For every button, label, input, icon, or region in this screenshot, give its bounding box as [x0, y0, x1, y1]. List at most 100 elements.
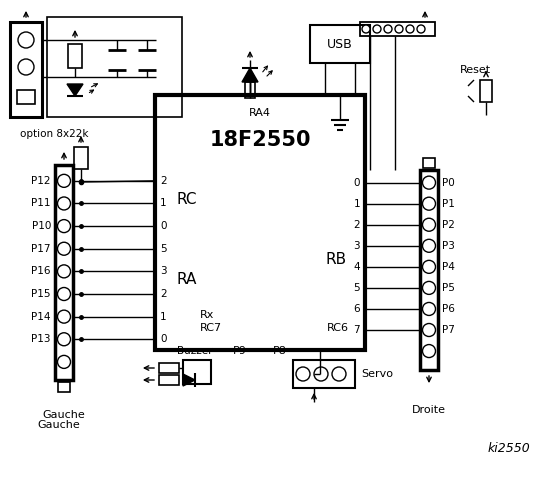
Polygon shape	[183, 374, 195, 386]
Text: P15: P15	[32, 289, 51, 299]
Text: RA4: RA4	[249, 108, 271, 118]
Text: 3: 3	[160, 266, 166, 276]
Text: Servo: Servo	[361, 369, 393, 379]
Text: 1: 1	[353, 199, 360, 209]
Text: 2: 2	[160, 289, 166, 299]
Circle shape	[422, 197, 436, 210]
Circle shape	[332, 367, 346, 381]
Bar	[47, 17, 182, 117]
Text: USB: USB	[327, 37, 353, 50]
Bar	[55, 165, 73, 380]
Text: RA: RA	[177, 273, 197, 288]
Bar	[423, 158, 435, 168]
Bar	[68, 44, 82, 68]
Circle shape	[422, 218, 436, 231]
Bar	[74, 147, 88, 169]
Text: P8: P8	[273, 346, 287, 356]
Polygon shape	[242, 68, 258, 82]
Bar	[245, 82, 255, 98]
Bar	[58, 382, 70, 392]
Bar	[310, 25, 370, 63]
Text: Gauche: Gauche	[38, 420, 80, 430]
Text: P10: P10	[32, 221, 51, 231]
Bar	[159, 375, 179, 385]
Circle shape	[58, 310, 70, 323]
Circle shape	[314, 367, 328, 381]
Bar	[155, 95, 365, 350]
Text: P4: P4	[442, 262, 455, 272]
Circle shape	[58, 197, 70, 210]
Circle shape	[417, 25, 425, 33]
Circle shape	[58, 288, 70, 300]
Circle shape	[18, 59, 34, 75]
Bar	[159, 363, 179, 373]
Text: 0: 0	[160, 334, 166, 344]
Circle shape	[422, 302, 436, 315]
Circle shape	[58, 355, 70, 368]
Text: RC7: RC7	[200, 323, 222, 333]
Text: RC6: RC6	[327, 323, 349, 333]
Text: 7: 7	[353, 325, 360, 335]
Circle shape	[406, 25, 414, 33]
Bar	[420, 170, 438, 370]
Circle shape	[58, 174, 70, 187]
Text: Gauche: Gauche	[43, 410, 85, 420]
Text: P11: P11	[32, 198, 51, 208]
Text: RC: RC	[177, 192, 197, 207]
Text: Droite: Droite	[412, 405, 446, 415]
Bar	[17, 90, 35, 104]
Bar	[183, 360, 211, 384]
Bar	[10, 22, 42, 117]
Text: RB: RB	[326, 252, 347, 267]
Polygon shape	[67, 84, 83, 96]
Circle shape	[373, 25, 381, 33]
Text: P5: P5	[442, 283, 455, 293]
Text: P2: P2	[442, 220, 455, 230]
Circle shape	[384, 25, 392, 33]
Circle shape	[422, 345, 436, 358]
Circle shape	[422, 260, 436, 273]
Text: 2: 2	[160, 176, 166, 186]
Circle shape	[58, 242, 70, 255]
Circle shape	[362, 25, 370, 33]
Text: 2: 2	[353, 220, 360, 230]
Text: P12: P12	[32, 176, 51, 186]
Circle shape	[422, 240, 436, 252]
Text: 3: 3	[353, 241, 360, 251]
Bar	[293, 360, 355, 388]
Text: P6: P6	[442, 304, 455, 314]
Text: P7: P7	[442, 325, 455, 335]
Text: option 8x22k: option 8x22k	[20, 129, 88, 139]
Text: 5: 5	[353, 283, 360, 293]
Text: P16: P16	[32, 266, 51, 276]
Text: 1: 1	[160, 198, 166, 208]
Text: Rx: Rx	[200, 310, 215, 320]
Text: P1: P1	[442, 199, 455, 209]
Text: Reset: Reset	[460, 65, 491, 75]
Text: Buzzer: Buzzer	[178, 346, 213, 356]
Circle shape	[422, 281, 436, 294]
Text: P14: P14	[32, 312, 51, 322]
Text: ki2550: ki2550	[487, 442, 530, 455]
Circle shape	[58, 333, 70, 346]
Circle shape	[58, 265, 70, 278]
Circle shape	[422, 176, 436, 189]
Bar	[480, 80, 492, 102]
Text: 4: 4	[353, 262, 360, 272]
Circle shape	[296, 367, 310, 381]
Circle shape	[58, 220, 70, 233]
Bar	[360, 22, 435, 36]
Text: 5: 5	[160, 244, 166, 254]
Text: P3: P3	[442, 241, 455, 251]
Text: 0: 0	[353, 178, 360, 188]
Text: 18F2550: 18F2550	[209, 130, 311, 150]
Text: P9: P9	[233, 346, 247, 356]
Text: P0: P0	[442, 178, 455, 188]
Circle shape	[422, 324, 436, 336]
Text: 6: 6	[353, 304, 360, 314]
Text: P17: P17	[32, 244, 51, 254]
Circle shape	[18, 32, 34, 48]
Text: P13: P13	[32, 334, 51, 344]
Circle shape	[395, 25, 403, 33]
Text: 1: 1	[160, 312, 166, 322]
